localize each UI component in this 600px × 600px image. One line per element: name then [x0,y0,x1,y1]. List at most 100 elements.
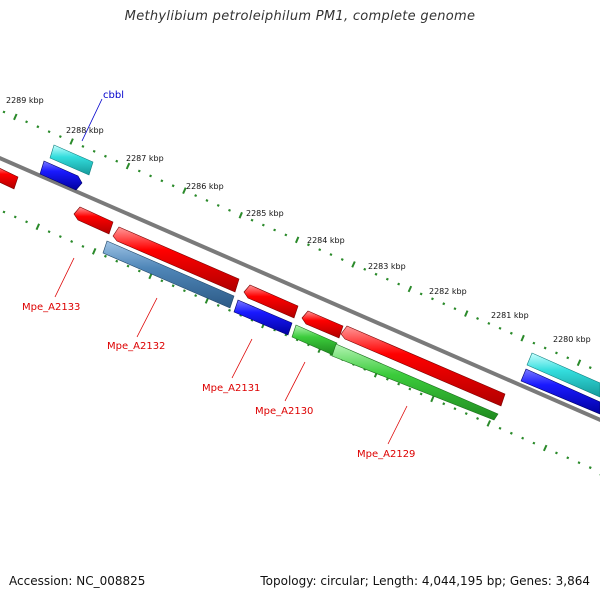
minor-tick [137,169,141,173]
leader-cbbl [81,98,103,142]
minor-tick [588,466,592,470]
minor-tick [419,292,423,296]
minor-tick [261,223,265,227]
minor-tick [329,253,333,257]
minor-tick [419,392,423,396]
kbp-label: 2286 kbp [186,182,224,191]
minor-tick [137,269,141,273]
minor-tick [171,284,175,288]
minor-tick [374,272,378,276]
minor-tick [81,244,85,248]
minor-tick [171,184,175,188]
minor-tick [47,230,51,234]
minor-tick [385,277,389,281]
minor-tick [160,179,164,183]
major-tick [182,187,187,195]
kbp-label: 2285 kbp [246,209,284,218]
gene-mpe-a2131-bar[interactable] [233,299,293,336]
label-leaders [54,98,408,445]
minor-tick [543,346,547,350]
minor-tick [442,402,446,406]
genome-backbone [0,155,600,423]
minor-tick [476,417,480,420]
gene-mpe-a2133-arrow[interactable] [73,206,114,235]
minor-tick [487,321,491,325]
minor-tick [58,235,62,239]
gene-label-mpe-a2132[interactable]: Mpe_A2132 [107,341,165,352]
minor-tick [182,289,186,293]
kbp-labels: 2289 kbp 2288 kbp 2287 kbp 2286 kbp 2285… [6,96,591,344]
kbp-label: 2284 kbp [307,236,345,245]
gene-blue-right[interactable] [520,368,600,415]
gene-label-cbbl[interactable]: cbbl [103,90,124,101]
gene-mpe-a2132-arrow[interactable] [112,226,240,293]
gene-blue-near-cbbl[interactable] [39,160,83,191]
major-tick [351,261,356,268]
minor-tick [588,366,592,370]
lower-tick-track [2,210,600,476]
minor-tick [205,199,209,202]
minor-tick [476,317,480,320]
accession-text: Accession: NC_008825 [9,574,146,588]
minor-tick [194,194,198,198]
minor-tick [81,144,85,148]
kbp-label: 2283 kbp [368,262,406,271]
minor-tick [103,154,107,158]
major-tick [35,223,41,231]
major-tick [125,162,131,170]
minor-tick [566,456,570,460]
leader-mpe-a2129 [387,405,408,445]
major-tick [464,310,469,317]
minor-tick [2,210,6,214]
minor-tick [13,215,17,219]
minor-tick [509,331,513,335]
minor-tick [577,461,581,465]
minor-tick [566,356,570,360]
leader-mpe-a2131 [231,338,253,379]
minor-tick [228,208,231,212]
major-tick [576,359,582,367]
gene-label-mpe-a2129[interactable]: Mpe_A2129 [357,449,415,460]
kbp-label: 2282 kbp [429,287,467,296]
upper-tick-track [2,110,592,370]
minor-tick [442,302,446,306]
minor-tick [397,382,401,386]
minor-tick [532,441,536,445]
minor-tick [47,130,51,134]
minor-tick [160,279,164,283]
minor-tick [58,135,62,139]
gene-cyan-right[interactable] [526,352,600,398]
map-title: Methylibium petroleiphilum PM1, complete… [124,9,476,24]
minor-tick [126,264,130,268]
minor-tick [103,254,107,258]
minor-tick [216,303,220,307]
major-tick [238,211,243,219]
minor-tick [306,243,310,247]
gene-mpe-a2129-arrow[interactable] [340,325,506,407]
gene-mpe-a2129-bar[interactable] [331,343,499,421]
gene-label-mpe-a2131[interactable]: Mpe_A2131 [202,383,260,394]
minor-tick [385,377,389,381]
kbp-label: 2289 kbp [6,96,44,105]
major-tick [91,247,97,255]
minor-tick [284,233,288,237]
forward-strand-genes [0,144,600,415]
minor-tick [115,159,119,163]
minor-tick [498,326,502,330]
gene-mpe-a2131-arrow[interactable] [243,284,299,319]
minor-tick [149,174,153,178]
gene-cyan-cbbl[interactable] [49,144,94,176]
minor-tick [318,248,322,252]
minor-tick [498,426,502,430]
gene-mpe-a2130-arrow[interactable] [301,310,344,339]
gene-label-mpe-a2133[interactable]: Mpe_A2133 [22,302,80,313]
gene-mpe-a2132-bar[interactable] [102,240,235,309]
gene-label-mpe-a2130[interactable]: Mpe_A2130 [255,406,313,417]
minor-tick [92,149,96,153]
minor-tick [430,297,434,301]
minor-tick [70,240,74,243]
gene-red-left-edge[interactable] [0,166,19,190]
minor-tick [453,407,457,411]
leader-mpe-a2132 [136,297,158,338]
